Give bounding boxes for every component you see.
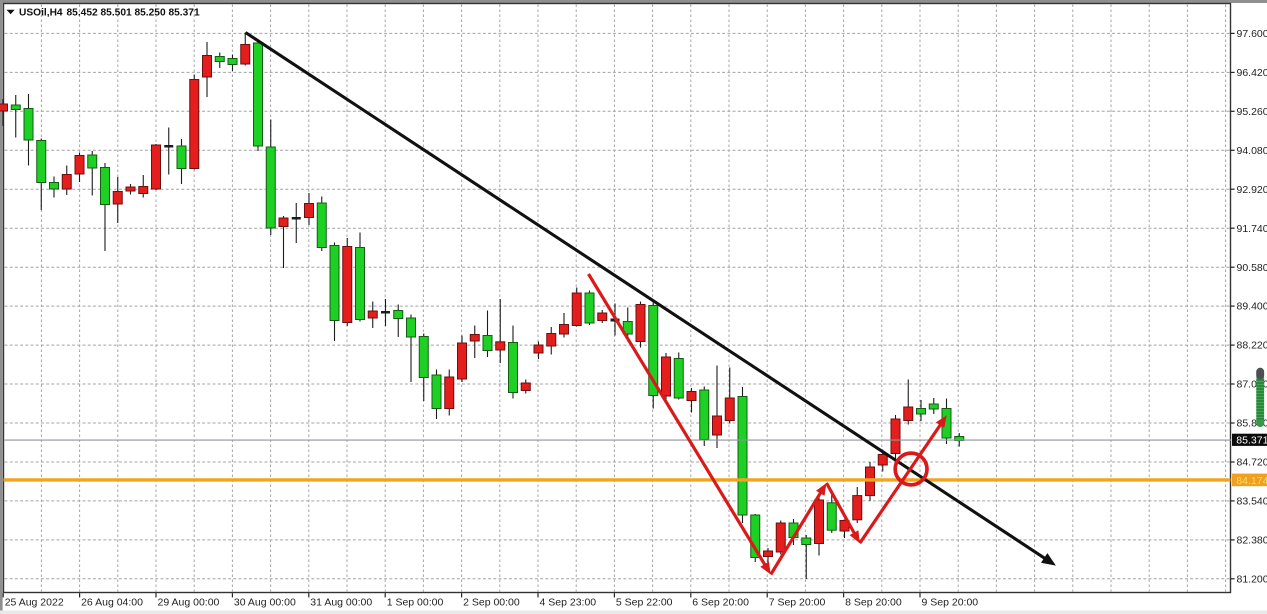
- svg-text:29 Aug 00:00: 29 Aug 00:00: [158, 597, 220, 609]
- svg-text:90.580: 90.580: [1237, 262, 1267, 274]
- svg-text:1 Sep 00:00: 1 Sep 00:00: [387, 597, 444, 609]
- svg-text:5 Sep 22:00: 5 Sep 22:00: [616, 597, 673, 609]
- svg-text:25 Aug 2022: 25 Aug 2022: [5, 597, 64, 609]
- svg-text:95.260: 95.260: [1237, 106, 1267, 118]
- svg-text:92.920: 92.920: [1237, 184, 1267, 196]
- svg-text:82.380: 82.380: [1237, 535, 1267, 547]
- svg-text:2 Sep 00:00: 2 Sep 00:00: [463, 597, 520, 609]
- svg-text:4 Sep 23:00: 4 Sep 23:00: [540, 597, 597, 609]
- svg-text:89.400: 89.400: [1237, 301, 1267, 313]
- svg-text:81.200: 81.200: [1237, 573, 1267, 585]
- svg-text:91.740: 91.740: [1237, 223, 1267, 235]
- svg-text:85.452 85.501 85.250 85.371: 85.452 85.501 85.250 85.371: [67, 8, 200, 19]
- svg-text:30 Aug 00:00: 30 Aug 00:00: [234, 597, 296, 609]
- svg-text:88.220: 88.220: [1237, 340, 1267, 352]
- svg-text:84.174: 84.174: [1236, 475, 1267, 487]
- svg-text:83.540: 83.540: [1237, 496, 1267, 508]
- svg-text:97.600: 97.600: [1237, 28, 1267, 40]
- svg-text:26 Aug 04:00: 26 Aug 04:00: [81, 597, 143, 609]
- svg-text:96.420: 96.420: [1237, 67, 1267, 79]
- svg-text:9 Sep 20:00: 9 Sep 20:00: [922, 597, 979, 609]
- svg-text:6 Sep 20:00: 6 Sep 20:00: [692, 597, 749, 609]
- svg-text:7 Sep 20:00: 7 Sep 20:00: [769, 597, 826, 609]
- svg-text:94.080: 94.080: [1237, 145, 1267, 157]
- svg-text:31 Aug 00:00: 31 Aug 00:00: [310, 597, 372, 609]
- svg-text:8 Sep 20:00: 8 Sep 20:00: [845, 597, 902, 609]
- svg-text:USOil,H4: USOil,H4: [19, 8, 63, 19]
- svg-text:85.371: 85.371: [1236, 435, 1267, 447]
- svg-text:84.720: 84.720: [1237, 457, 1267, 469]
